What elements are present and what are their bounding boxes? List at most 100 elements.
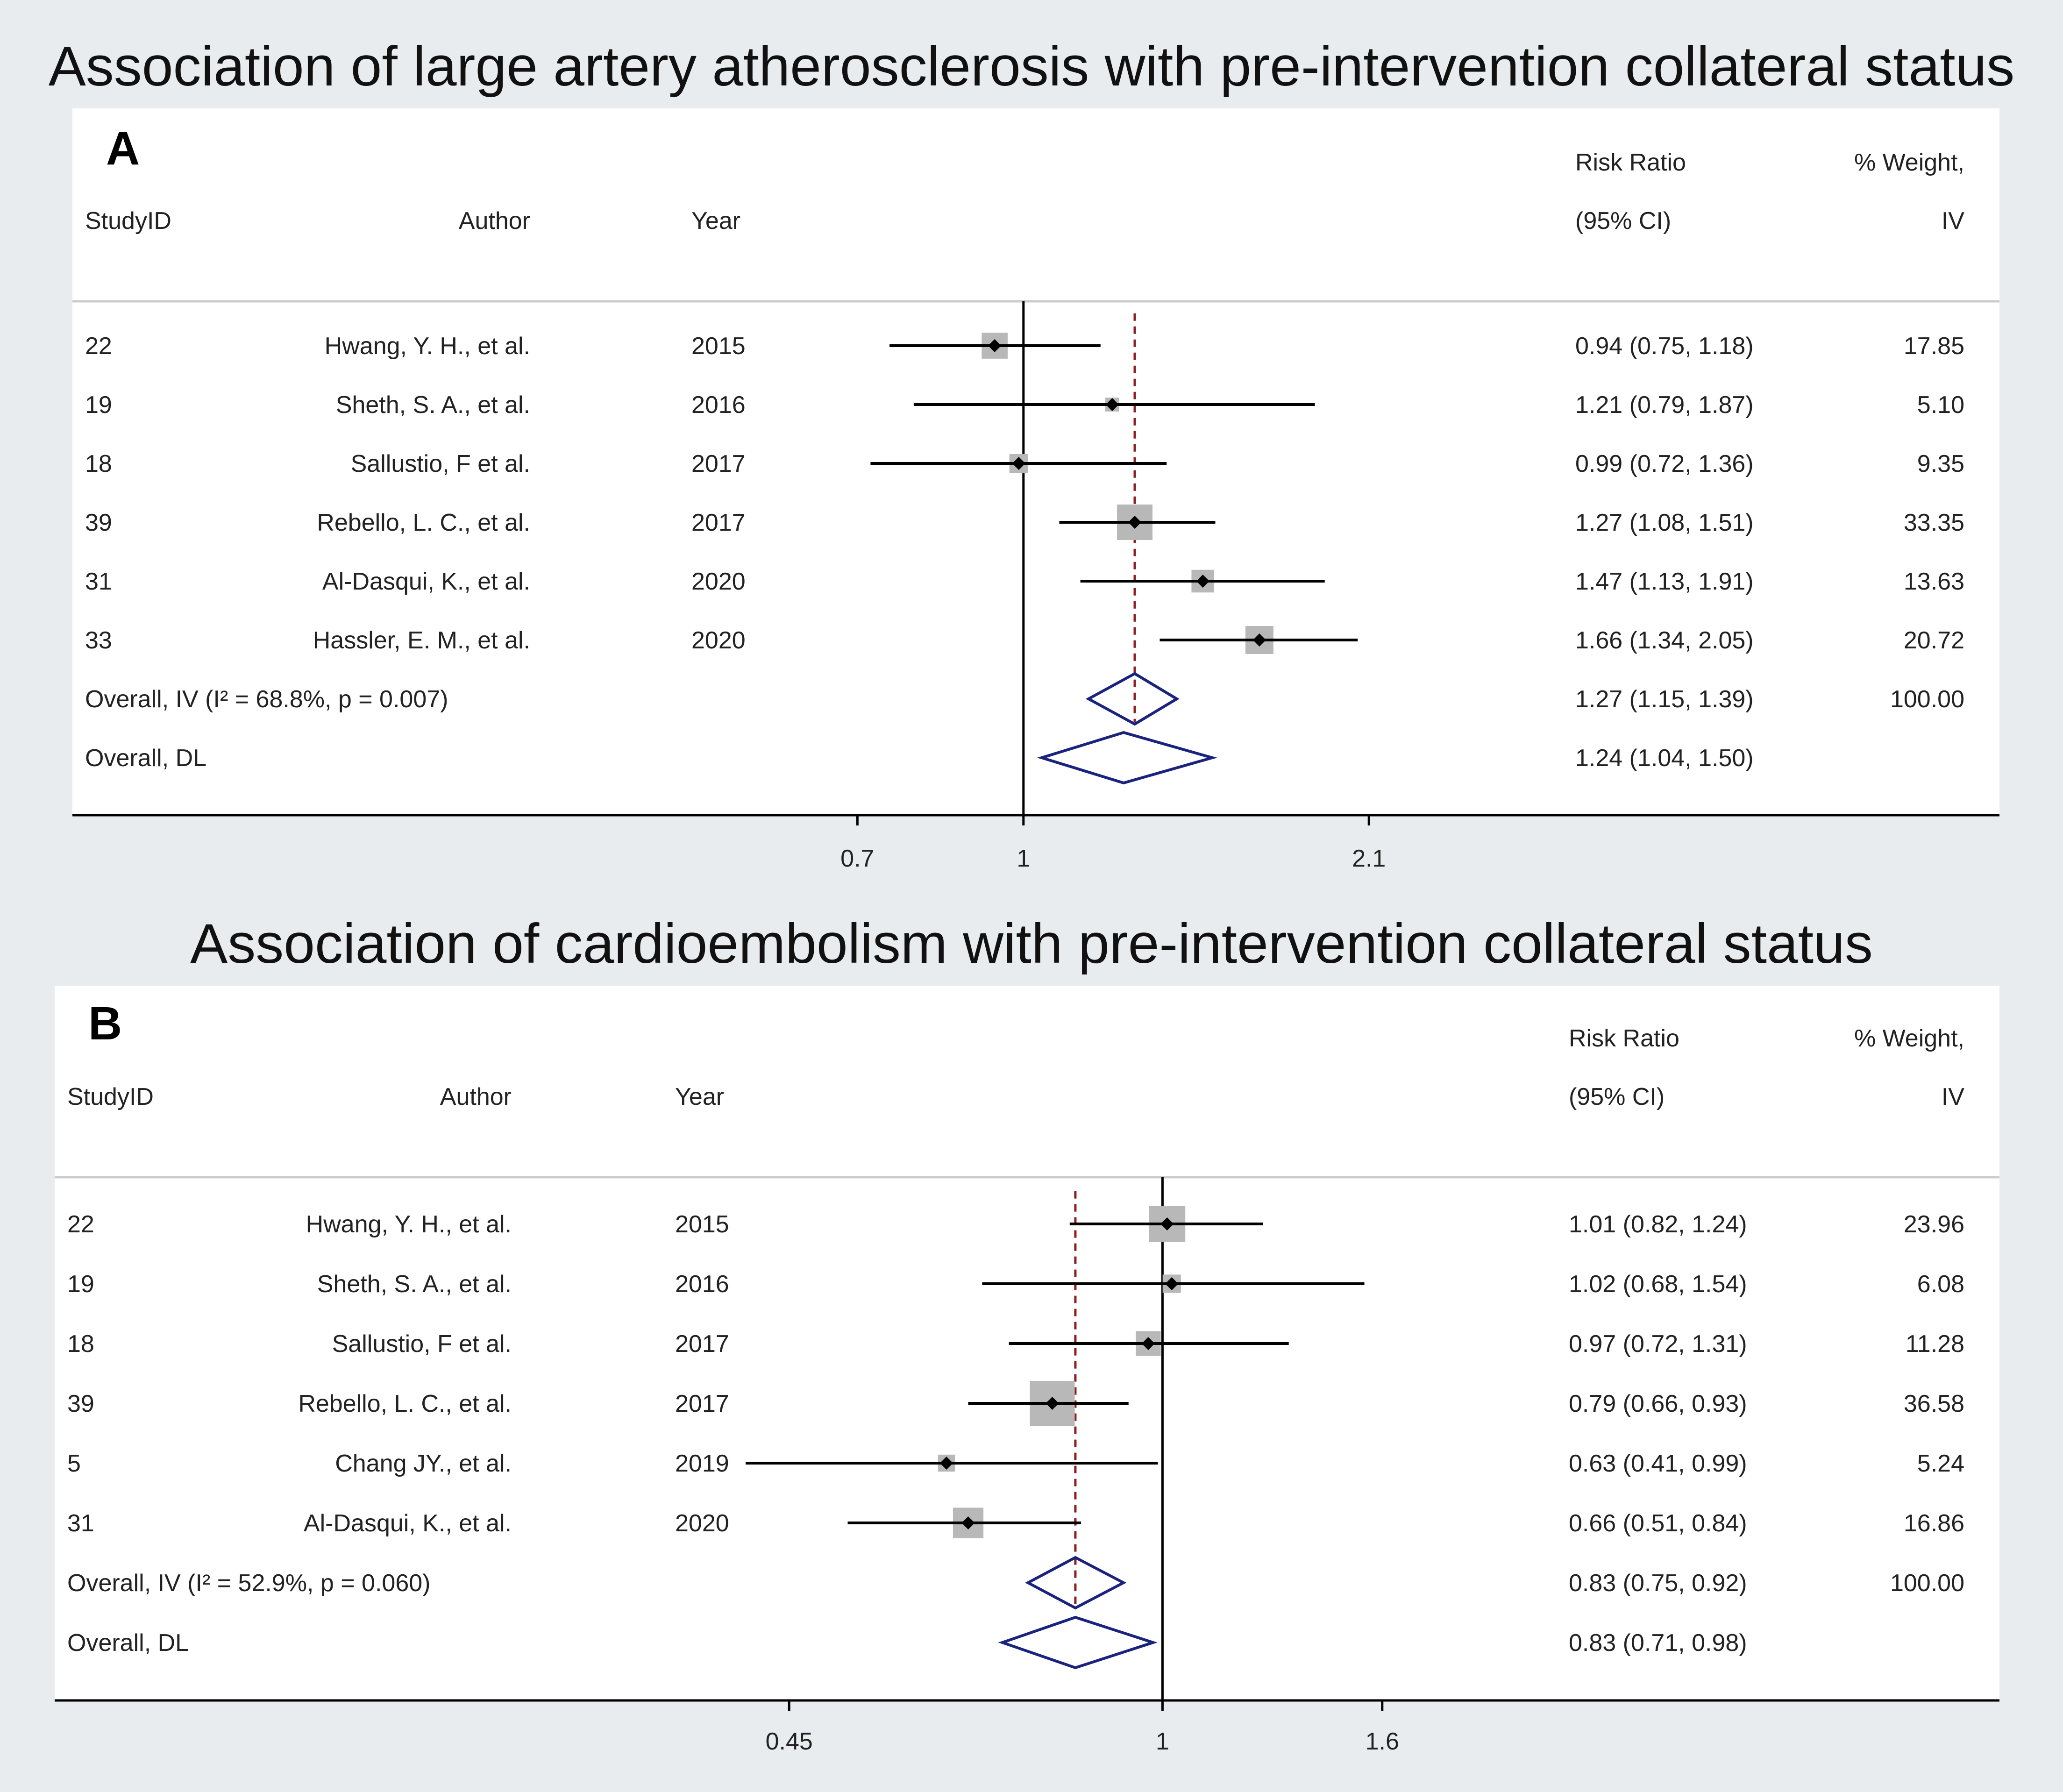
x-tick-label: 1.6 bbox=[1366, 1728, 1399, 1755]
header-author: Author bbox=[440, 1083, 512, 1110]
header-risk-ratio: Risk Ratio bbox=[1569, 1025, 1679, 1052]
study-ci: 1.21 (0.79, 1.87) bbox=[1575, 391, 1754, 419]
header-weight-iv: IV bbox=[1942, 1083, 1964, 1110]
overall-label: Overall, IV (I² = 68.8%, p = 0.007) bbox=[85, 686, 448, 713]
header-year: Year bbox=[675, 1083, 724, 1110]
point-estimate bbox=[1252, 633, 1266, 647]
point-estimate bbox=[1105, 398, 1119, 411]
study-id: 39 bbox=[67, 1390, 94, 1417]
overall-label: Overall, IV (I² = 52.9%, p = 0.060) bbox=[67, 1570, 431, 1597]
study-ci: 0.63 (0.41, 0.99) bbox=[1569, 1450, 1747, 1477]
study-author: Al-Dasqui, K., et al. bbox=[322, 568, 530, 595]
x-tick-label: 0.7 bbox=[840, 845, 874, 872]
point-estimate bbox=[1012, 457, 1025, 470]
study-year: 2016 bbox=[691, 391, 746, 419]
plot-background bbox=[72, 108, 1999, 815]
panel-label: A bbox=[106, 122, 140, 175]
header-risk-ratio: Risk Ratio bbox=[1575, 149, 1686, 176]
study-year: 2015 bbox=[675, 1211, 729, 1238]
study-weight: 13.63 bbox=[1904, 568, 1964, 595]
study-year: 2017 bbox=[691, 450, 746, 477]
study-year: 2017 bbox=[675, 1330, 729, 1358]
overall-label: Overall, DL bbox=[85, 745, 206, 772]
panel-label: B bbox=[88, 997, 122, 1050]
study-ci: 0.94 (0.75, 1.18) bbox=[1575, 333, 1754, 360]
x-tick-label: 0.45 bbox=[766, 1728, 813, 1755]
study-id: 19 bbox=[85, 391, 112, 419]
study-id: 39 bbox=[85, 509, 112, 536]
panel-a-title: Association of large artery atherosclero… bbox=[48, 35, 2015, 98]
point-estimate bbox=[1165, 1277, 1179, 1290]
panel-b-title: Association of cardioembolism with pre-i… bbox=[190, 912, 1873, 975]
header-weight: % Weight, bbox=[1854, 149, 1964, 176]
point-estimate bbox=[1160, 1217, 1174, 1230]
study-id: 22 bbox=[85, 333, 112, 360]
overall-diamond bbox=[1085, 672, 1180, 726]
header-weight-iv: IV bbox=[1942, 207, 1964, 235]
study-weight: 23.96 bbox=[1904, 1211, 1964, 1238]
study-id: 31 bbox=[67, 1510, 94, 1537]
study-weight: 6.08 bbox=[1917, 1271, 1964, 1298]
header-ci: (95% CI) bbox=[1569, 1083, 1665, 1110]
study-author: Hwang, Y. H., et al. bbox=[325, 333, 530, 360]
study-weight: 20.72 bbox=[1904, 627, 1964, 654]
study-id: 22 bbox=[67, 1211, 94, 1238]
study-year: 2017 bbox=[675, 1390, 729, 1417]
study-author: Rebello, L. C., et al. bbox=[317, 509, 530, 536]
study-author: Hwang, Y. H., et al. bbox=[306, 1211, 512, 1238]
header-studyid: StudyID bbox=[67, 1083, 154, 1110]
study-author: Sallustio, F et al. bbox=[332, 1330, 512, 1358]
study-id: 19 bbox=[67, 1271, 94, 1298]
overall-diamond bbox=[998, 1615, 1158, 1670]
study-ci: 1.66 (1.34, 2.05) bbox=[1575, 627, 1754, 654]
study-year: 2020 bbox=[691, 568, 746, 595]
study-id: 18 bbox=[85, 450, 112, 477]
study-id: 5 bbox=[67, 1450, 81, 1477]
study-weight: 11.28 bbox=[1906, 1330, 1964, 1358]
study-weight: 36.58 bbox=[1904, 1390, 1964, 1417]
study-ci: 0.66 (0.51, 0.84) bbox=[1569, 1510, 1747, 1537]
study-author: Sheth, S. A., et al. bbox=[317, 1271, 512, 1298]
header-author: Author bbox=[459, 207, 530, 235]
study-year: 2015 bbox=[691, 333, 746, 360]
study-author: Sheth, S. A., et al. bbox=[336, 391, 530, 419]
point-estimate bbox=[988, 339, 1002, 352]
study-ci: 0.97 (0.72, 1.31) bbox=[1569, 1330, 1747, 1358]
point-estimate bbox=[1128, 516, 1142, 529]
point-estimate bbox=[939, 1457, 953, 1470]
study-weight: 16.86 bbox=[1904, 1510, 1964, 1537]
study-year: 2020 bbox=[675, 1510, 729, 1537]
overall-ci: 1.27 (1.15, 1.39) bbox=[1575, 686, 1754, 713]
x-tick-label: 1 bbox=[1156, 1728, 1169, 1755]
study-ci: 1.27 (1.08, 1.51) bbox=[1575, 509, 1754, 536]
study-author: Al-Dasqui, K., et al. bbox=[304, 1510, 512, 1537]
study-ci: 1.47 (1.13, 1.91) bbox=[1575, 568, 1754, 595]
study-ci: 0.79 (0.66, 0.93) bbox=[1569, 1390, 1747, 1417]
study-ci: 1.01 (0.82, 1.24) bbox=[1569, 1211, 1747, 1238]
study-id: 18 bbox=[67, 1330, 94, 1358]
point-estimate bbox=[1046, 1397, 1059, 1410]
header-weight: % Weight, bbox=[1854, 1025, 1964, 1052]
x-tick-label: 1 bbox=[1017, 845, 1030, 872]
header-year: Year bbox=[691, 207, 740, 235]
study-year: 2020 bbox=[691, 627, 746, 654]
overall-ci: 1.24 (1.04, 1.50) bbox=[1575, 745, 1754, 772]
point-estimate bbox=[1141, 1337, 1155, 1350]
study-id: 31 bbox=[85, 568, 112, 595]
study-author: Chang JY., et al. bbox=[335, 1450, 512, 1477]
header-ci: (95% CI) bbox=[1575, 207, 1671, 235]
study-weight: 5.10 bbox=[1917, 391, 1964, 419]
overall-diamond bbox=[1037, 731, 1217, 785]
study-weight: 33.35 bbox=[1904, 509, 1964, 536]
overall-diamond bbox=[1025, 1556, 1127, 1610]
header-studyid: StudyID bbox=[85, 207, 171, 235]
study-author: Hassler, E. M., et al. bbox=[313, 627, 530, 654]
study-year: 2017 bbox=[691, 509, 746, 536]
overall-ci: 0.83 (0.75, 0.92) bbox=[1569, 1570, 1747, 1597]
study-weight: 17.85 bbox=[1904, 333, 1964, 360]
study-ci: 0.99 (0.72, 1.36) bbox=[1575, 450, 1754, 477]
x-tick-label: 2.1 bbox=[1352, 845, 1386, 872]
point-estimate bbox=[961, 1516, 975, 1529]
